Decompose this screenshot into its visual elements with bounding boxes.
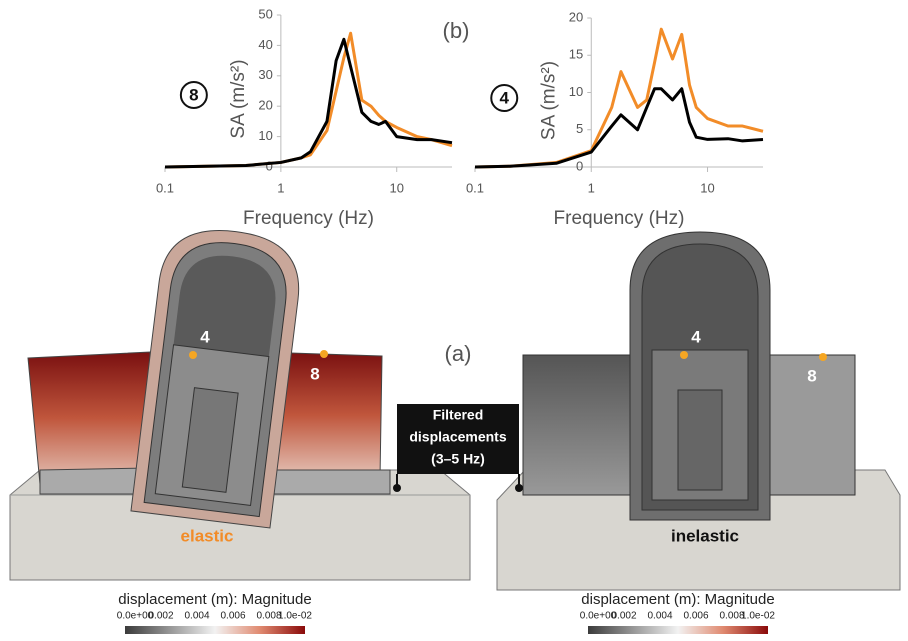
y-tick-label: 15	[569, 47, 583, 62]
series-line	[475, 89, 763, 167]
point-label: 4	[200, 327, 210, 346]
callout-text: (3–5 Hz)	[431, 451, 485, 467]
colorbar-tick-label: 1.0e-02	[741, 611, 775, 622]
series-line	[165, 39, 452, 167]
x-tick-label: 10	[389, 180, 403, 195]
series-line	[165, 33, 452, 167]
annotation: 4	[500, 88, 510, 107]
colorbar-tick-label: 0.004	[184, 611, 209, 622]
panel-label: (a)	[445, 341, 472, 366]
callout-text: displacements	[409, 429, 506, 445]
left-model	[10, 223, 470, 580]
colorbar-title: displacement (m): Magnitude	[118, 591, 311, 608]
y-axis-label: SA (m/s²)	[538, 61, 559, 140]
y-tick-label: 40	[258, 37, 272, 52]
colorbar-tick-label: 1.0e-02	[278, 611, 312, 622]
y-tick-label: 10	[258, 128, 272, 143]
x-tick-label: 1	[277, 180, 284, 195]
model-label: inelastic	[671, 526, 739, 545]
y-tick-label: 0	[266, 158, 273, 173]
y-tick-label: 50	[258, 6, 272, 21]
colorbar	[588, 626, 768, 634]
figure: (b) (a) 4 8 elastic 4 8 inelastic Filter…	[0, 0, 908, 636]
model-label: elastic	[181, 526, 234, 545]
x-axis-label: Frequency (Hz)	[554, 208, 685, 229]
colorbar-tick-label: 0.002	[148, 611, 173, 622]
y-tick-label: 0	[576, 158, 583, 173]
callout-text: Filtered	[433, 407, 484, 423]
point-label: 8	[310, 364, 319, 383]
y-tick-label: 10	[569, 84, 583, 99]
annotation: 8	[189, 85, 198, 104]
y-axis-label: SA (m/s²)	[228, 59, 249, 138]
y-tick-label: 20	[258, 98, 272, 113]
y-tick-label: 20	[569, 9, 583, 24]
panel-label: (b)	[443, 18, 470, 43]
colorbar-tick-label: 0.006	[683, 611, 708, 622]
x-axis-label: Frequency (Hz)	[243, 208, 374, 229]
colorbar-tick-label: 0.002	[611, 611, 636, 622]
colorbar-tick-label: 0.006	[220, 611, 245, 622]
x-tick-label: 0.1	[156, 180, 174, 195]
y-tick-label: 5	[576, 121, 583, 136]
colorbar-title: displacement (m): Magnitude	[581, 591, 774, 608]
colorbar-tick-label: 0.004	[647, 611, 672, 622]
colorbar	[125, 626, 305, 634]
point-label: 8	[807, 366, 816, 385]
x-tick-label: 0.1	[466, 180, 484, 195]
y-tick-label: 30	[258, 67, 272, 82]
x-tick-label: 1	[588, 180, 595, 195]
x-tick-label: 10	[700, 180, 714, 195]
point-label: 4	[691, 327, 701, 346]
